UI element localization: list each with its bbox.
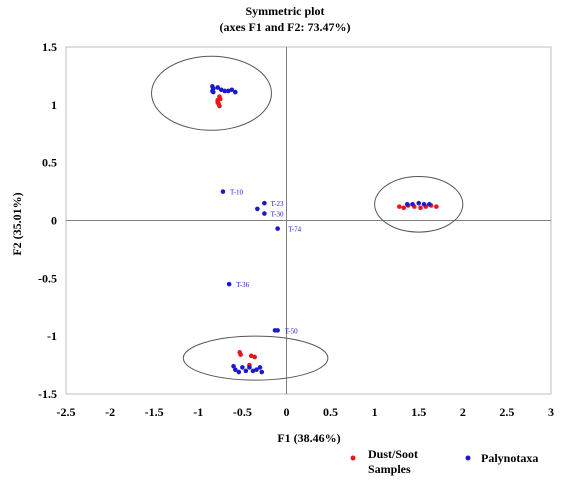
palynotaxa-point [416, 200, 422, 206]
palynotaxa-point [231, 363, 236, 369]
palynotaxa-point [262, 211, 267, 216]
palynotaxa-point [421, 202, 427, 207]
palynotaxa-point [250, 368, 256, 374]
point-label: T-36 [236, 281, 249, 289]
legend-marker-dust [350, 455, 356, 461]
x-tick-label: -1.5 [145, 405, 164, 419]
cluster-ellipse [182, 335, 329, 381]
palynotaxa-point [236, 369, 242, 375]
x-tick-label: 3 [548, 405, 554, 419]
cluster-ellipses [151, 55, 464, 381]
point-label: T-50 [285, 327, 298, 335]
y-tick-label: 1.5 [42, 40, 57, 54]
y-tick-label: 0.5 [42, 156, 57, 170]
palynotaxa-point [259, 369, 265, 375]
legend-label-dust: Dust/Soot Samples [368, 447, 421, 476]
palynotaxa-point [247, 365, 252, 370]
x-tick-label: 0.5 [323, 405, 338, 419]
data-points [210, 84, 439, 375]
x-tick-labels: -2.5 -2 -1.5 -1 -0.5 0 0.5 1 1.5 2 2.5 3 [57, 405, 555, 419]
point-label: T-30 [271, 211, 284, 219]
palynotaxa-point [275, 226, 280, 231]
legend-label-palyno: Palynotaxa [481, 451, 538, 465]
palynotaxa-point [218, 87, 224, 93]
palynotaxa-point [233, 89, 238, 95]
dust-soot-point [397, 204, 402, 209]
x-tick-label: 1 [372, 405, 378, 419]
x-tick-label: -0.5 [233, 405, 252, 419]
palynotaxa-point [225, 88, 231, 94]
x-tick-label: -2 [105, 405, 115, 419]
point-label: T-74 [288, 226, 301, 234]
y-tick-label: 0 [51, 214, 57, 228]
dust-soot-point [215, 100, 220, 105]
palynotaxa-point [427, 202, 432, 207]
dust-soot-point [418, 205, 423, 211]
palynotaxa-point [229, 87, 235, 93]
dust-soot-point [401, 205, 407, 211]
palynotaxa-point [262, 200, 267, 206]
x-tick-label: -2.5 [57, 405, 76, 419]
palynotaxa-point [220, 189, 226, 194]
x-axis-title: F1 (38.46%) [277, 431, 340, 445]
legend: Dust/Soot Samples Palynotaxa [350, 447, 538, 476]
dust-soot-point [217, 103, 222, 109]
chart-subtitle: (axes F1 and F2: 73.47%) [220, 20, 351, 34]
palynotaxa-point [410, 202, 415, 207]
y-tick-label: 1 [51, 98, 57, 112]
dust-soot-point [248, 353, 254, 359]
dust-soot-point [218, 96, 223, 102]
y-tick-label: -0.5 [38, 271, 57, 285]
dust-soot-point [238, 352, 243, 357]
x-tick-label: 2.5 [499, 405, 514, 419]
palynotaxa-point [222, 88, 228, 94]
palynotaxa-point [240, 365, 245, 370]
x-tick-label: -1 [193, 405, 203, 419]
palynotaxa-point [226, 281, 232, 287]
palynotaxa-point [210, 89, 216, 95]
x-tick-label: 1.5 [411, 405, 426, 419]
palynotaxa-point [275, 328, 280, 333]
point-label: T-23 [271, 200, 284, 208]
y-tick-labels: 1.5 1 0.5 0 -0.5 -1 -1.5 [38, 40, 57, 401]
palynotaxa-point [243, 368, 249, 374]
chart-title: Symmetric plot [246, 4, 325, 18]
point-label: T-10 [230, 189, 243, 197]
palynotaxa-point [255, 206, 260, 212]
x-tick-label: 0 [283, 405, 289, 419]
point-labels: T-10 T-23 T-30 T-74 T-36 T-50 [230, 189, 302, 336]
palynotaxa-point [257, 365, 263, 370]
palynotaxa-point [215, 85, 220, 90]
cluster-ellipse [151, 55, 272, 131]
x-tick-label: 2 [460, 405, 466, 419]
palynotaxa-point [254, 367, 259, 373]
palynotaxa-point [404, 202, 410, 207]
palynotaxa-point [233, 367, 238, 373]
y-tick-label: -1 [47, 329, 57, 343]
cluster-ellipse [374, 176, 464, 233]
dust-soot-point [252, 354, 258, 360]
dust-soot-point [434, 204, 439, 209]
y-tick-label: -1.5 [38, 387, 57, 401]
legend-marker-palyno [465, 455, 471, 461]
y-axis-title: F2 (35.01%) [10, 192, 24, 255]
